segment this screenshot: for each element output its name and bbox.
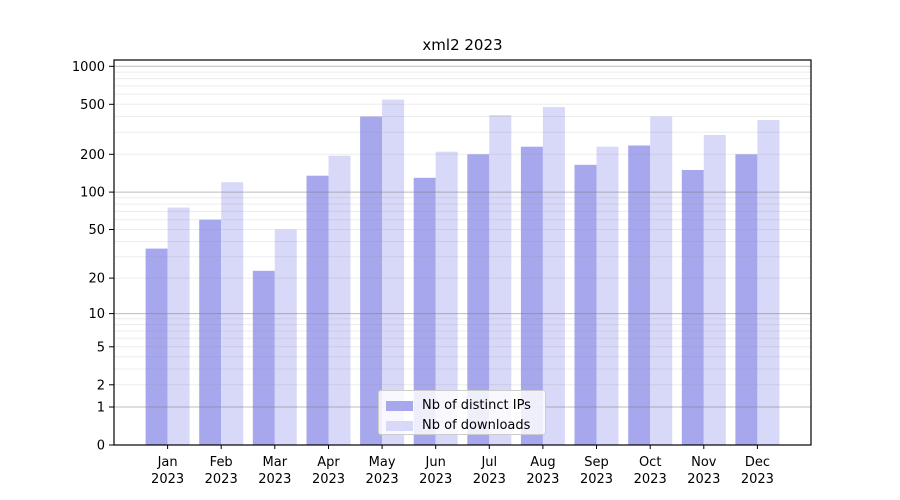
x-tick-label-month: Feb	[210, 455, 233, 470]
x-tick-label-month: Jul	[480, 455, 497, 470]
legend-item-downloads: Nb of downloads	[386, 417, 537, 434]
legend-item-distinct-ips: Nb of distinct IPs	[386, 397, 537, 414]
y-tick-label: 10	[88, 307, 105, 322]
plot-frame	[113, 59, 812, 446]
bar-downloads-Aug	[542, 107, 565, 445]
y-tick-label: 500	[80, 98, 105, 113]
bar-downloads-Dec	[757, 120, 780, 445]
x-tick-label-year: 2023	[687, 472, 720, 487]
legend: Nb of distinct IPs Nb of downloads	[378, 390, 546, 435]
legend-label-downloads: Nb of downloads	[422, 418, 531, 433]
x-tick-label-month: Dec	[745, 455, 770, 470]
bar-distinct-ips-Apr	[306, 175, 329, 445]
bar-downloads-Nov	[703, 135, 726, 445]
x-tick-label-month: Jun	[425, 455, 446, 470]
y-tick-label: 2	[97, 378, 105, 393]
bar-distinct-ips-Feb	[199, 219, 222, 445]
y-tick-label: 20	[88, 272, 105, 287]
x-tick-label-year: 2023	[580, 472, 613, 487]
bar-downloads-Apr	[328, 155, 351, 445]
bar-distinct-ips-Mar	[252, 270, 275, 445]
x-tick-label-year: 2023	[741, 472, 774, 487]
bar-downloads-Jan	[167, 207, 190, 445]
y-tick-label: 1000	[72, 60, 105, 75]
legend-swatch-downloads	[386, 420, 413, 431]
x-tick-label-year: 2023	[151, 472, 184, 487]
x-tick-label-month: Mar	[263, 455, 288, 470]
x-tick-label-year: 2023	[526, 472, 559, 487]
y-tick-label: 50	[88, 223, 105, 238]
bar-distinct-ips-Nov	[681, 170, 704, 445]
y-tick-label: 100	[80, 186, 105, 201]
x-tick-label-year: 2023	[366, 472, 399, 487]
bar-downloads-Jun	[435, 151, 458, 445]
bar-downloads-Sep	[596, 146, 619, 445]
bar-distinct-ips-Jan	[145, 248, 168, 445]
x-tick-label-month: Sep	[584, 455, 609, 470]
legend-label-distinct-ips: Nb of distinct IPs	[422, 398, 531, 413]
bar-downloads-Oct	[650, 116, 673, 445]
bar-distinct-ips-Sep	[574, 164, 597, 446]
bar-distinct-ips-Aug	[520, 146, 543, 445]
x-tick-label-month: Apr	[317, 455, 340, 470]
x-tick-label-year: 2023	[634, 472, 667, 487]
x-tick-label-month: Oct	[639, 455, 661, 470]
bar-distinct-ips-Jul	[467, 154, 490, 446]
bar-downloads-Jul	[489, 115, 512, 445]
legend-swatch-distinct-ips	[386, 400, 413, 411]
x-tick-label-year: 2023	[473, 472, 506, 487]
x-tick-label-year: 2023	[419, 472, 452, 487]
x-tick-label-year: 2023	[205, 472, 238, 487]
x-tick-label-month: May	[369, 455, 396, 470]
x-tick-label-month: Jan	[157, 455, 178, 470]
bar-downloads-May	[382, 99, 405, 445]
bar-distinct-ips-Oct	[628, 145, 651, 445]
y-tick-label: 5	[97, 340, 105, 355]
bar-downloads-Mar	[274, 229, 297, 445]
bar-distinct-ips-May	[360, 116, 383, 445]
x-tick-label-year: 2023	[258, 472, 291, 487]
y-tick-label: 1	[97, 401, 105, 416]
y-tick-label: 200	[80, 148, 105, 163]
x-tick-label-month: Aug	[530, 455, 555, 470]
x-tick-label-year: 2023	[312, 472, 345, 487]
bar-distinct-ips-Jun	[413, 177, 436, 446]
x-tick-label-month: Nov	[691, 455, 717, 470]
y-tick-label: 0	[97, 439, 105, 454]
bar-distinct-ips-Dec	[735, 154, 758, 446]
chart-title: xml2 2023	[422, 36, 503, 54]
